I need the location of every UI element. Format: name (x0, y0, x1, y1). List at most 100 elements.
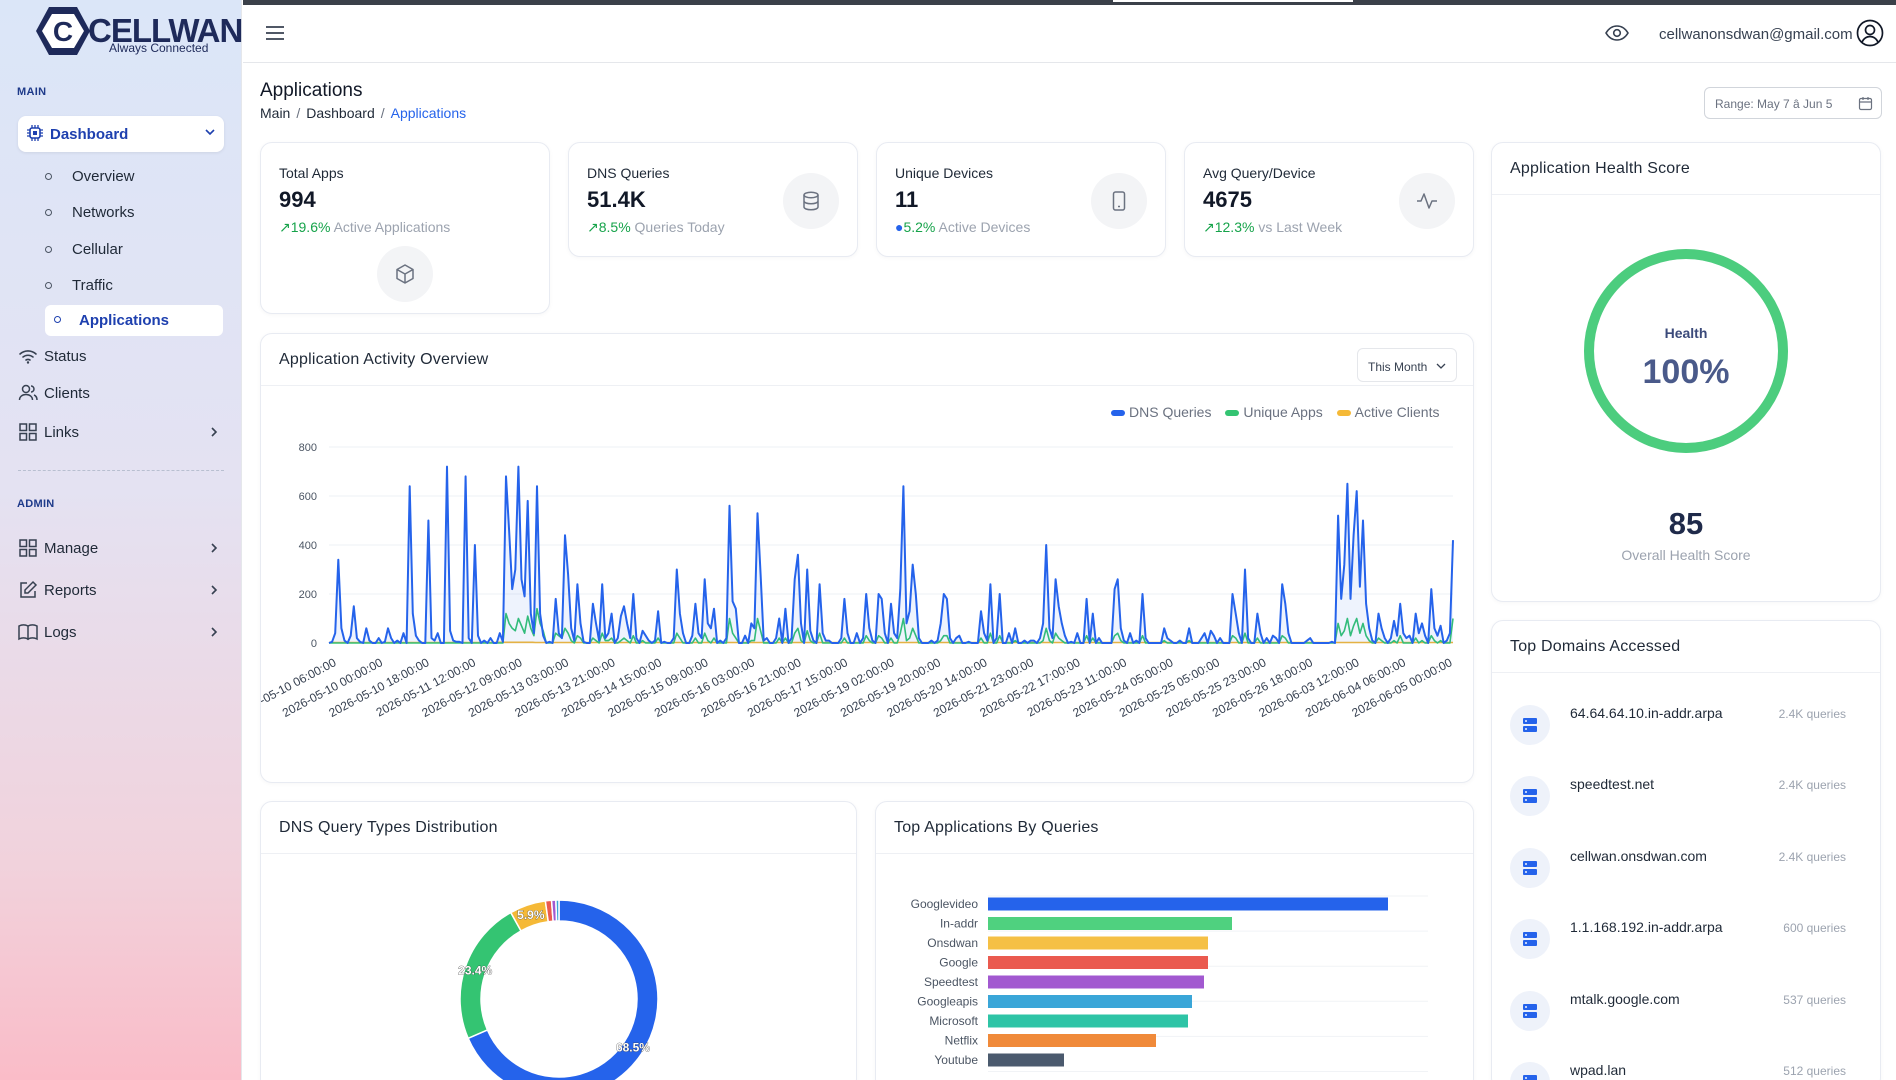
book-icon (18, 624, 38, 641)
chevron-right-icon (211, 427, 218, 437)
legend-label: Unique Apps (1243, 404, 1323, 420)
category-label: Googlevideo (911, 897, 979, 911)
bar (988, 975, 1204, 989)
sidebar-subitem-label: Applications (79, 312, 170, 329)
sidebar-item-links[interactable]: Links (18, 420, 224, 446)
chevron-right-icon (211, 543, 218, 553)
wifi-icon (19, 350, 37, 364)
domain-row[interactable]: cellwan.onsdwan.com 2.4K queries (1510, 842, 1880, 892)
domain-row[interactable]: wpad.lan 512 queries (1510, 1056, 1880, 1080)
stat-subtext: ↗8.5% Queries Today (587, 219, 725, 236)
bar (988, 1053, 1064, 1067)
stat-percent: 5.2% (903, 219, 936, 235)
sidebar-item-clients[interactable]: Clients (18, 381, 224, 407)
category-label: Googleapis (917, 995, 978, 1009)
series-line (329, 607, 1454, 644)
date-range-picker[interactable]: Range: May 7 â Jun 5 (1704, 87, 1882, 119)
database-icon (783, 173, 839, 229)
sidebar-item-manage[interactable]: Manage (18, 536, 224, 562)
bullet-icon (45, 282, 52, 289)
stat-sub-label: Active Devices (938, 219, 1031, 235)
logo-name: CELLWAN (88, 12, 243, 49)
eye-icon[interactable] (1605, 24, 1629, 42)
users-icon (18, 384, 38, 401)
card-header: Application Health Score (1492, 143, 1880, 195)
domain-name: mtalk.google.com (1570, 991, 1680, 1007)
category-label: Youtube (934, 1053, 978, 1067)
user-email[interactable]: cellwanonsdwan@gmail.com (1659, 26, 1853, 43)
stat-card-avg-query: Avg Query/Device 4675 ↗12.3% vs Last Wee… (1184, 142, 1474, 257)
period-dropdown[interactable]: This Month (1357, 348, 1457, 382)
domain-name: 1.1.168.192.in-addr.arpa (1570, 919, 1723, 935)
breadcrumb-main[interactable]: Main (260, 105, 291, 121)
server-icon (1510, 705, 1550, 745)
legend-swatch (1225, 410, 1240, 417)
bar (988, 1034, 1156, 1047)
stat-subtext: ↗12.3% vs Last Week (1203, 219, 1342, 236)
breadcrumb-separator: / (380, 105, 385, 121)
breadcrumb-current: Applications (390, 105, 467, 121)
stat-title: Total Apps (279, 165, 344, 181)
legend-item-active-clients[interactable]: Active Clients (1336, 404, 1439, 420)
y-tick-label: 0 (311, 638, 317, 650)
page-title: Applications (260, 80, 363, 101)
domain-name: wpad.lan (1570, 1062, 1627, 1078)
stat-percent: 12.3% (1214, 219, 1255, 235)
domain-row[interactable]: 64.64.64.10.in-addr.arpa 2.4K queries (1510, 699, 1880, 749)
health-score-label: Overall Health Score (1621, 547, 1751, 563)
sidebar-item-status[interactable]: Status (18, 344, 224, 370)
sidebar-item-dashboard[interactable]: Dashboard (18, 116, 224, 152)
logo[interactable]: C CELLWAN Always Connected (34, 2, 243, 58)
topbar: cellwanonsdwan@gmail.com (243, 5, 1896, 63)
domain-count: 2.4K queries (1778, 707, 1846, 721)
domain-count: 2.4K queries (1778, 850, 1846, 864)
chevron-down-icon (205, 129, 215, 136)
top-apps-card: Top Applications By Queries Googlevideo I… (875, 801, 1474, 1080)
breadcrumb-dashboard[interactable]: Dashboard (306, 105, 375, 121)
sidebar-subitem-label: Traffic (72, 277, 113, 294)
legend-swatch (1111, 410, 1125, 417)
card-title: DNS Query Types Distribution (279, 819, 498, 836)
server-icon (1510, 991, 1550, 1031)
category-label: Microsoft (929, 1014, 978, 1028)
sidebar-item-reports[interactable]: Reports (18, 578, 224, 604)
legend-item-dns-queries[interactable]: DNS Queries (1111, 404, 1211, 420)
activity-icon (1399, 173, 1455, 229)
domain-count: 2.4K queries (1778, 778, 1846, 792)
legend-item-unique-apps[interactable]: Unique Apps (1225, 404, 1323, 420)
sidebar-item-logs[interactable]: Logs (18, 620, 224, 646)
stat-value: 994 (279, 187, 316, 212)
trend-up-icon: ↗ (279, 219, 291, 235)
stat-title: Unique Devices (895, 165, 994, 181)
admin-section-label: ADMIN (17, 498, 55, 510)
category-label: Speedtest (924, 975, 979, 989)
logo-tagline: Always Connected (109, 41, 209, 55)
card-title: Top Applications By Queries (894, 819, 1099, 836)
svg-text:C: C (53, 16, 73, 47)
domain-row[interactable]: 1.1.168.192.in-addr.arpa 600 queries (1510, 913, 1880, 963)
sidebar-item-label: Reports (44, 582, 97, 599)
sidebar-subitem-applications[interactable]: Applications (45, 305, 223, 336)
bullet-icon (45, 173, 52, 180)
domain-row[interactable]: mtalk.google.com 537 queries (1510, 985, 1880, 1035)
trend-up-icon: ↗ (587, 219, 599, 235)
bar (988, 1014, 1188, 1028)
top-apps-bar-chart: Googlevideo In-addr Onsdwan Google Speedtest… (911, 895, 1428, 1072)
domain-count: 600 queries (1783, 921, 1846, 935)
trend-up-icon: ↗ (1203, 219, 1215, 235)
menu-icon[interactable] (265, 25, 285, 41)
slice-label: 5.9% (517, 908, 545, 922)
top-domains-card: Top Domains Accessed 64.64.64.10.in-addr… (1491, 620, 1881, 1080)
sidebar-item-label: Dashboard (50, 126, 129, 143)
chevron-right-icon (211, 627, 218, 637)
device-icon (1091, 173, 1147, 229)
sidebar: C CELLWAN Always Connected MAIN Dashboar… (0, 0, 243, 1080)
domain-name: speedtest.net (1570, 776, 1655, 792)
stat-subtext: ↗19.6% Active Applications (279, 219, 450, 236)
server-icon (1510, 848, 1550, 888)
stat-value: 51.4K (587, 187, 646, 212)
y-tick-label: 800 (299, 442, 317, 454)
user-avatar-icon[interactable] (1856, 19, 1884, 47)
stat-value: 11 (895, 187, 919, 212)
domain-row[interactable]: speedtest.net 2.4K queries (1510, 770, 1880, 820)
